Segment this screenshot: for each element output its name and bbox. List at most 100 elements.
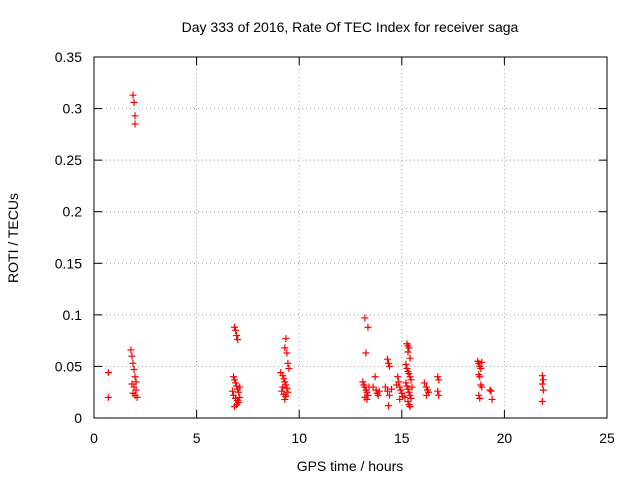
data-point [478,358,486,366]
data-point [363,388,371,396]
data-point [282,392,290,400]
data-point [406,403,414,411]
data-point [232,379,240,387]
y-tick-label: 0 [74,410,82,426]
data-point [234,336,242,344]
data-point [435,376,443,384]
y-tick-label: 0.35 [55,49,82,65]
data-point [381,383,389,391]
data-point [132,386,140,394]
data-point [384,359,392,367]
data-point [129,359,137,367]
data-point [538,380,546,388]
data-point [233,331,241,339]
data-point [133,393,141,401]
data-point [359,378,367,386]
data-point [383,355,391,363]
data-point [538,397,546,405]
x-tick-label: 15 [394,430,410,446]
data-point [477,364,485,372]
data-point [403,364,411,372]
data-point [434,373,442,381]
data-point [229,387,237,395]
data-point [279,383,287,391]
data-point [130,366,138,374]
x-tick-label: 5 [193,430,201,446]
data-point [371,373,379,381]
data-point [281,344,289,352]
data-point [364,323,372,331]
data-point [422,391,430,399]
data-point [236,393,244,401]
data-point [406,373,414,381]
data-point [361,314,369,322]
data-point [283,349,291,357]
data-point [283,384,291,392]
data-point [131,373,139,381]
data-point [285,364,293,372]
data-point [539,376,547,384]
data-point [402,379,410,387]
y-tick-label: 0.2 [63,204,83,220]
data-point [408,383,416,391]
data-point [231,376,239,384]
data-point [486,386,494,394]
data-point [407,376,415,384]
data-point [402,360,410,368]
data-point [383,387,391,395]
data-point [388,385,396,393]
data-point [538,372,546,380]
y-tick-label: 0.3 [63,101,83,117]
x-tick-label: 25 [599,430,615,446]
data-point [284,388,292,396]
data-point [405,344,413,352]
data-point [403,382,411,390]
data-point [280,375,288,383]
data-point [394,373,402,381]
data-point [401,393,409,401]
x-axis-label: GPS time / hours [297,458,404,474]
data-point [487,387,495,395]
grid [94,57,607,418]
data-point [405,370,413,378]
data-point [385,362,393,370]
y-tick-label: 0.15 [55,255,82,271]
data-point [131,120,139,128]
data-point [230,373,238,381]
data-point [369,383,377,391]
data-point [231,323,239,331]
data-point [478,383,486,391]
data-point [398,389,406,397]
data-point [539,386,547,394]
data-point [128,352,136,360]
data-point [406,391,414,399]
data-point [384,402,392,410]
data-point [375,387,383,395]
plot-frame [93,56,608,419]
data-point [130,98,138,106]
x-tick-label: 10 [291,430,307,446]
data-point [284,359,292,367]
axis-ticks [93,56,608,419]
data-point [435,391,443,399]
y-axis-label: ROTI / TECUs [5,193,21,283]
data-point [407,394,415,402]
data-point [236,383,244,391]
data-point [420,379,428,387]
data-point [131,112,139,120]
data-point [396,395,404,403]
data-point [372,386,380,394]
data-point [363,395,371,403]
data-point [127,346,135,354]
y-tick-label: 0.25 [55,152,82,168]
data-point [404,385,412,393]
data-point [488,395,496,403]
x-tick-labels: 0 5 10 15 20 25 [90,430,615,446]
data-point [232,326,240,334]
data-point [404,397,412,405]
data-points [104,91,547,411]
data-point [374,391,382,399]
data-point [434,387,442,395]
